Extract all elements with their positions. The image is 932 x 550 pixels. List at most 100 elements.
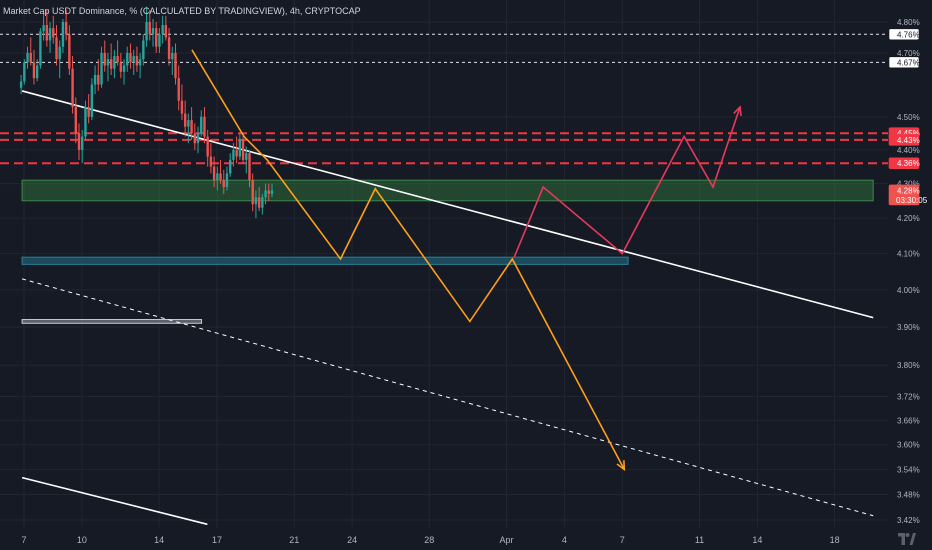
time-axis-background bbox=[0, 528, 932, 550]
candle-body bbox=[209, 156, 213, 167]
candle-body bbox=[238, 139, 242, 157]
candle-body bbox=[48, 28, 52, 41]
candle-body bbox=[81, 136, 84, 150]
candle-body bbox=[219, 173, 222, 181]
candle-body bbox=[177, 78, 180, 101]
candle-body bbox=[71, 68, 74, 108]
price-tick-label: 4.20% bbox=[897, 214, 920, 223]
zone-teal bbox=[21, 256, 629, 265]
candle-body bbox=[135, 56, 139, 66]
candle-body bbox=[77, 133, 81, 150]
candle-body bbox=[270, 190, 274, 194]
price-tick-label: 3.72% bbox=[897, 392, 920, 401]
candle-body bbox=[187, 120, 190, 127]
projection-paths bbox=[191, 49, 742, 471]
time-axis[interactable]: 7 10 14 17 21 24 28 Apr 4 7 11 14 18 bbox=[21, 535, 839, 545]
candle-body bbox=[155, 28, 158, 47]
candle-body bbox=[100, 52, 103, 85]
candle-body bbox=[39, 31, 42, 66]
price-badges: 4.76% 4.67% 4.45%4.43% 4.36% 4.28%03:30:05 bbox=[888, 28, 928, 206]
candle-body bbox=[245, 153, 248, 160]
candle-body bbox=[148, 22, 151, 35]
candle-body bbox=[261, 197, 264, 208]
candle-body bbox=[23, 62, 26, 82]
price-tick-label: 3.66% bbox=[897, 416, 920, 425]
crimson-path bbox=[513, 106, 741, 258]
candles bbox=[19, 6, 274, 219]
tradingview-logo-icon bbox=[898, 533, 916, 545]
time-tick-label: 14 bbox=[752, 535, 762, 545]
candle-body bbox=[180, 100, 184, 114]
orange-path-arrowhead bbox=[616, 460, 626, 471]
price-tick-label: 4.50% bbox=[897, 113, 920, 122]
time-tick-label: 14 bbox=[154, 535, 164, 545]
price-badge-label: 4.45% bbox=[897, 129, 920, 138]
candle-body bbox=[193, 133, 197, 144]
candle-body bbox=[241, 139, 245, 160]
orange-path bbox=[191, 49, 625, 470]
candle-body bbox=[206, 136, 209, 157]
zone-grey bbox=[21, 319, 203, 324]
price-tick-label: 4.10% bbox=[897, 250, 920, 259]
price-badge bbox=[888, 56, 920, 69]
candle-body bbox=[190, 120, 193, 134]
candle-body bbox=[74, 107, 77, 134]
price-badge bbox=[888, 28, 920, 41]
zone-green bbox=[21, 179, 874, 202]
candle-body bbox=[109, 59, 113, 69]
candle-body bbox=[225, 173, 229, 188]
candle-body bbox=[161, 25, 164, 35]
candle-body bbox=[64, 22, 68, 35]
candle-body bbox=[55, 37, 58, 60]
price-axis[interactable]: 4.80% 4.70% 4.50% 4.40% 4.30% 4.20% 4.10% 4.00%… bbox=[897, 18, 920, 525]
candle-body bbox=[122, 65, 126, 72]
price-badge-label: 4.36% bbox=[897, 159, 920, 168]
candle-body bbox=[119, 62, 123, 72]
price-badge-label: 4.43% bbox=[897, 136, 920, 145]
candle-body bbox=[216, 173, 219, 181]
candle-body bbox=[228, 159, 232, 174]
candle-body bbox=[164, 25, 168, 38]
candle-body bbox=[183, 113, 187, 127]
price-tick-label: 4.80% bbox=[897, 18, 920, 27]
time-tick-label: Apr bbox=[499, 535, 513, 545]
time-tick-label: 21 bbox=[289, 535, 299, 545]
price-tick-label: 3.60% bbox=[897, 441, 920, 450]
candle-body bbox=[196, 133, 200, 144]
candle-body bbox=[254, 197, 258, 205]
price-tick-label: 3.90% bbox=[897, 323, 920, 332]
crimson-path-arrowhead bbox=[733, 105, 742, 117]
candle-body bbox=[35, 65, 39, 79]
candle-body bbox=[58, 46, 61, 60]
price-tick-label: 3.80% bbox=[897, 361, 920, 370]
countdown-label: 03:30:05 bbox=[896, 196, 928, 205]
zones bbox=[21, 179, 874, 324]
candle-body bbox=[93, 74, 97, 85]
candle-body bbox=[251, 180, 254, 205]
candle-body bbox=[87, 107, 90, 117]
time-tick-label: 24 bbox=[347, 535, 357, 545]
candle-body bbox=[248, 153, 251, 181]
price-badge bbox=[888, 157, 920, 170]
candle-body bbox=[129, 52, 132, 63]
candle-body bbox=[203, 116, 206, 137]
candle-body bbox=[235, 149, 238, 157]
candle-body bbox=[90, 84, 94, 117]
candle-body bbox=[171, 52, 174, 60]
time-tick-label: 28 bbox=[424, 535, 434, 545]
trendline bbox=[21, 476, 208, 526]
time-tick-label: 7 bbox=[21, 535, 26, 545]
price-tick-label: 4.00% bbox=[897, 286, 920, 295]
trendlines bbox=[21, 90, 874, 526]
candle-body bbox=[29, 52, 32, 63]
candle-body bbox=[32, 62, 36, 79]
candle-body bbox=[222, 180, 225, 188]
candle-body bbox=[68, 34, 71, 69]
price-tick-label: 3.48% bbox=[897, 490, 920, 499]
candle-body bbox=[158, 34, 161, 47]
candle-body bbox=[167, 37, 171, 60]
time-tick-label: 10 bbox=[77, 535, 87, 545]
candle-body bbox=[61, 22, 65, 47]
